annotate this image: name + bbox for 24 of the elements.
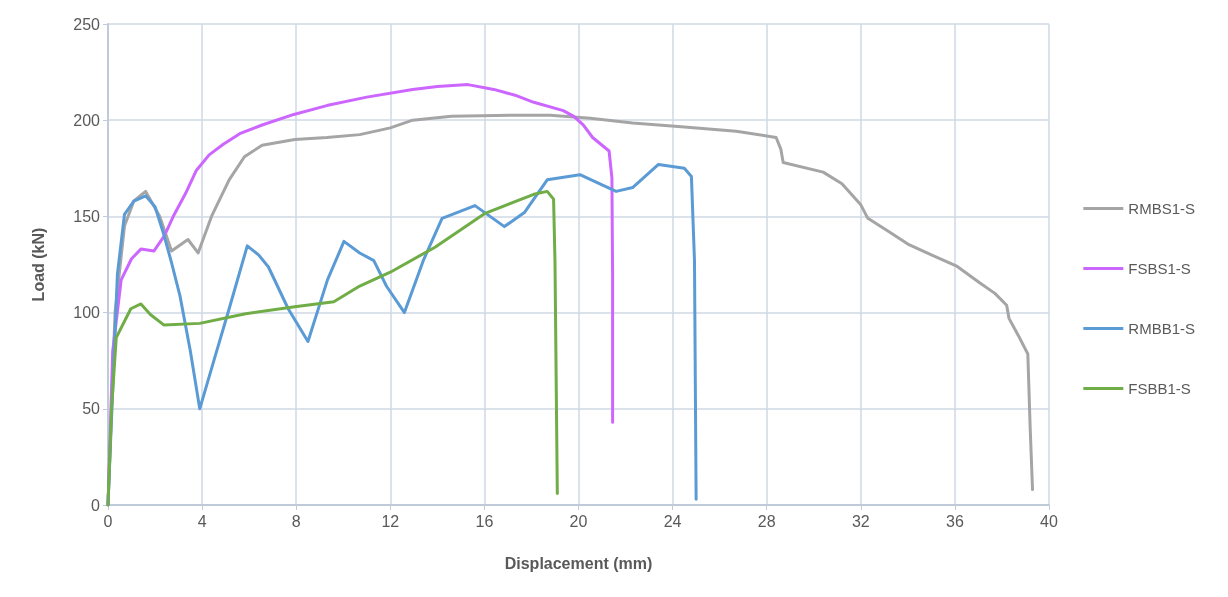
legend-label: RMBS1-S xyxy=(1128,200,1196,217)
x-tick-label: 24 xyxy=(663,512,682,530)
y-axis-title: Load (kN) xyxy=(29,227,47,302)
legend-label: RMBB1-S xyxy=(1128,320,1196,337)
x-tick-label: 12 xyxy=(381,512,400,530)
x-tick-label: 36 xyxy=(946,512,964,530)
y-tick-label: 50 xyxy=(82,400,101,418)
x-tick-label: 0 xyxy=(103,512,113,530)
y-tick-label: 200 xyxy=(73,111,101,129)
line-series xyxy=(106,189,559,507)
x-tick-label: 40 xyxy=(1040,512,1058,530)
x-tick-label: 8 xyxy=(291,512,301,530)
y-tick-label: 150 xyxy=(73,207,101,225)
y-tick-label: 250 xyxy=(73,15,101,33)
x-tick-label: 28 xyxy=(757,512,776,530)
x-axis-title: Displacement (mm) xyxy=(504,554,653,572)
legend-label: FSBS1-S xyxy=(1128,260,1191,277)
legend-label: FSBB1-S xyxy=(1128,380,1191,397)
x-tick-label: 4 xyxy=(197,512,207,530)
y-tick-label: 100 xyxy=(73,304,101,322)
y-tick-label: 0 xyxy=(91,496,101,514)
x-tick-label: 32 xyxy=(851,512,870,530)
x-tick-label: 20 xyxy=(569,512,588,530)
x-tick-label: 16 xyxy=(475,512,494,530)
